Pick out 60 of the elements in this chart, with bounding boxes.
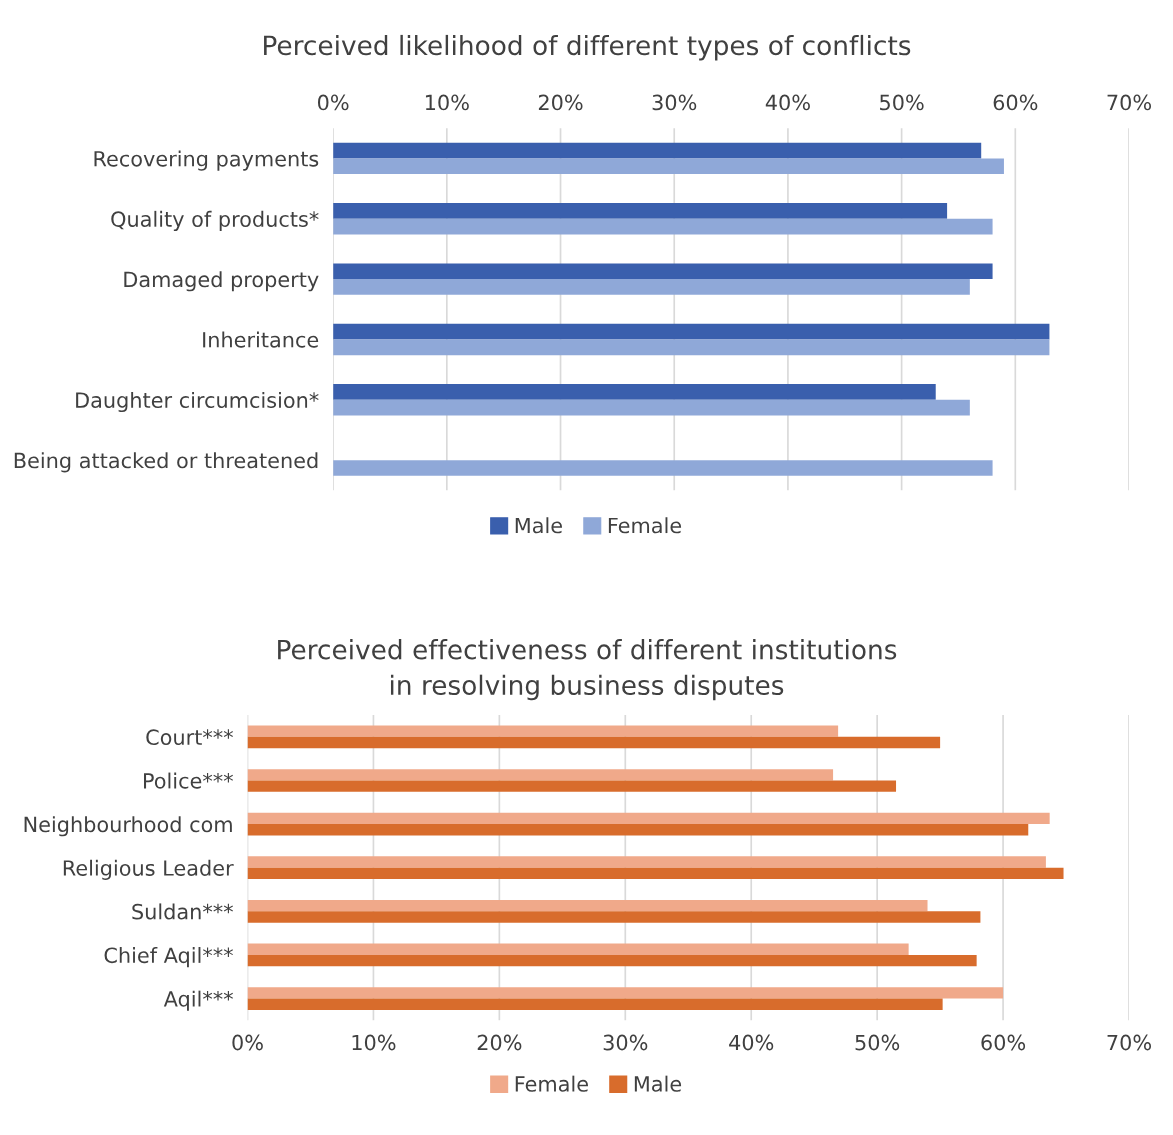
y-tick-label: Aqil*** [163, 990, 233, 1011]
x-tick-label: 0% [317, 94, 349, 111]
bar [333, 203, 948, 219]
bar [247, 856, 1046, 868]
y-tick-label: Quality of products* [111, 210, 319, 232]
x-tick-label: 50% [880, 94, 924, 111]
bar [247, 943, 909, 955]
bar [333, 323, 1050, 340]
legend-label: Male [515, 517, 562, 534]
x-tick-label: 70% [1107, 94, 1152, 111]
bar [333, 460, 993, 476]
y-tick-label: Daughter circumcision* [76, 391, 319, 413]
bar [247, 769, 834, 781]
chart-title: Perceived likelihood of different types of conflicts [264, 34, 911, 61]
bar [333, 142, 982, 159]
x-tick-label: 10% [425, 94, 469, 111]
legend-label: Female [608, 517, 682, 534]
y-tick-label: Chief Aqil*** [104, 947, 233, 968]
x-tick-label: 50% [855, 1034, 900, 1051]
bar [333, 279, 970, 295]
legend-label: Male [634, 1075, 682, 1092]
legend-label: Female [515, 1075, 588, 1092]
y-tick-label: Religious Leader [63, 859, 234, 880]
bar [247, 812, 1050, 825]
y-tick-label: Recovering payments [94, 150, 319, 171]
x-tick-label: 60% [981, 1034, 1026, 1051]
bar [247, 725, 839, 737]
x-tick-label: 60% [993, 94, 1038, 111]
bar [247, 867, 1064, 880]
y-tick-label: Suldan*** [132, 903, 233, 920]
y-tick-label: Neighbourhood com [24, 816, 232, 837]
x-tick-label: 70% [1107, 1034, 1152, 1051]
x-tick-label: 30% [603, 1034, 648, 1051]
y-tick-label: Police*** [144, 772, 233, 789]
bar [333, 399, 970, 416]
x-tick-label: 40% [729, 1034, 774, 1051]
bar [247, 987, 1004, 999]
bar [247, 736, 941, 749]
y-tick-label: Inheritance [203, 331, 319, 348]
bar [333, 218, 993, 235]
bar [247, 911, 981, 923]
bar [247, 899, 928, 912]
x-tick-label: 40% [765, 94, 810, 111]
x-tick-label: 30% [652, 94, 697, 111]
x-tick-label: 0% [232, 1034, 263, 1051]
bar [247, 780, 897, 792]
x-tick-label: 10% [352, 1034, 396, 1051]
y-tick-label: Court*** [146, 729, 233, 746]
bar [247, 954, 977, 967]
x-tick-label: 20% [538, 94, 583, 111]
y-tick-label: Damaged property [124, 271, 319, 292]
bar [333, 339, 1050, 356]
chart-title: Perceived effectiveness of different institutions in resolving business disputes [278, 639, 897, 701]
bar [247, 998, 943, 1010]
bar [333, 384, 936, 400]
y-tick-label: Being attacked or threatened [14, 452, 318, 473]
bar [333, 263, 993, 280]
bar [333, 158, 1004, 175]
x-tick-label: 20% [477, 1034, 522, 1051]
bar [247, 824, 1029, 836]
